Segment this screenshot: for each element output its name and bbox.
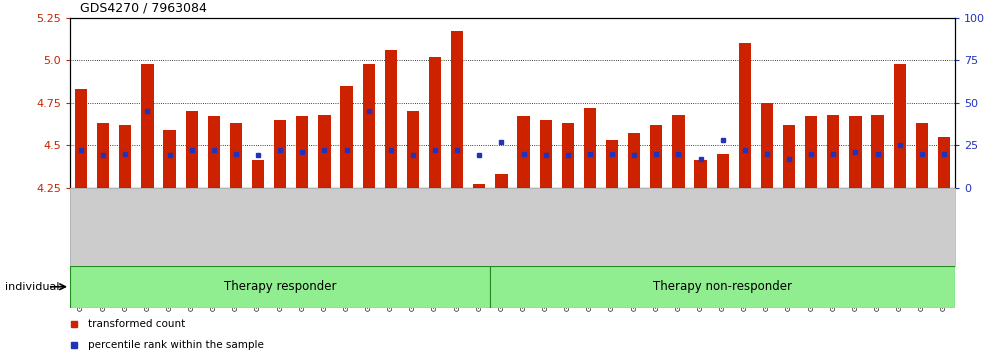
Bar	[650, 125, 662, 188]
Text: transformed count: transformed count	[88, 319, 185, 329]
Text: Therapy non-responder: Therapy non-responder	[653, 280, 792, 293]
Bar	[628, 133, 640, 188]
Bar	[938, 137, 950, 188]
Bar	[783, 125, 795, 188]
Bar	[871, 115, 884, 188]
Bar	[296, 116, 308, 188]
Bar	[562, 123, 574, 188]
Bar	[694, 160, 707, 188]
Bar	[340, 86, 353, 188]
Bar	[385, 50, 397, 188]
Text: GDS4270 / 7963084: GDS4270 / 7963084	[80, 1, 207, 14]
Bar	[97, 123, 109, 188]
Bar	[849, 116, 862, 188]
Bar	[363, 64, 375, 188]
Bar	[208, 116, 220, 188]
Bar	[495, 174, 508, 188]
Bar	[274, 120, 286, 188]
Text: percentile rank within the sample: percentile rank within the sample	[88, 340, 264, 350]
Bar	[827, 115, 839, 188]
Bar	[761, 103, 773, 188]
Bar	[584, 108, 596, 188]
Bar	[186, 111, 198, 188]
Bar	[230, 123, 242, 188]
Bar	[163, 130, 176, 188]
Bar	[119, 125, 131, 188]
Bar	[75, 89, 87, 188]
Bar	[252, 160, 264, 188]
Bar	[672, 115, 685, 188]
Text: Therapy responder: Therapy responder	[224, 280, 336, 293]
Text: individual: individual	[5, 282, 60, 292]
Bar	[717, 154, 729, 188]
Bar	[805, 116, 817, 188]
Bar	[407, 111, 419, 188]
Bar	[490, 266, 955, 308]
Bar	[451, 31, 463, 188]
Bar	[318, 115, 331, 188]
Bar	[141, 64, 154, 188]
Bar	[606, 140, 618, 188]
Bar	[540, 120, 552, 188]
Bar	[894, 64, 906, 188]
Bar	[739, 43, 751, 188]
Bar	[473, 184, 485, 188]
Bar	[916, 123, 928, 188]
Bar	[429, 57, 441, 188]
Bar	[517, 116, 530, 188]
Bar	[70, 266, 490, 308]
